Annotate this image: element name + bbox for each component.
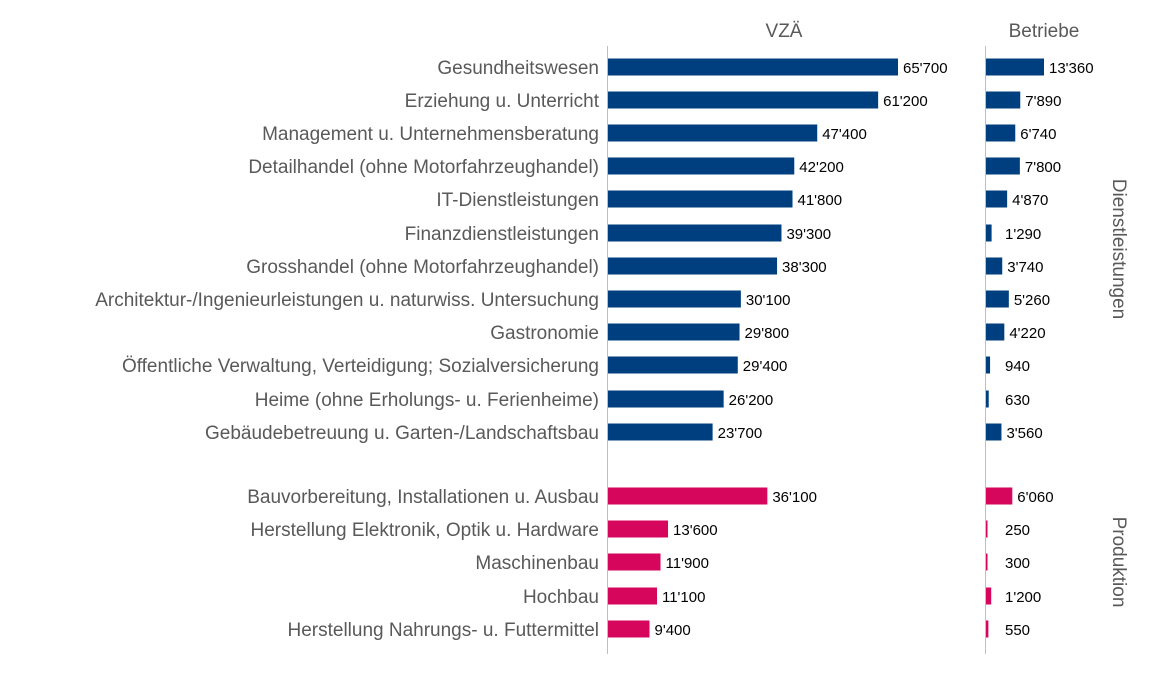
vza-value-label: 42'200: [799, 159, 844, 176]
vza-bar-0-7: [608, 290, 741, 308]
betriebe-value-label: 630: [1005, 392, 1030, 409]
vza-value-label: 13'600: [673, 522, 718, 539]
header-betriebe: Betriebe: [1009, 21, 1080, 42]
betriebe-value-label: 300: [1005, 555, 1030, 572]
vza-value-label: 23'700: [718, 425, 763, 442]
category-label: Architektur-/Ingenieurleistungen u. natu…: [95, 290, 599, 311]
betriebe-bar-0-0: [986, 58, 1044, 76]
vza-value-label: 11'900: [666, 555, 709, 572]
category-label: Öffentliche Verwaltung, Verteidigung; So…: [122, 356, 599, 377]
category-label: Grosshandel (ohne Motorfahrzeughandel): [246, 257, 599, 278]
vza-value-label: 38'300: [782, 259, 827, 276]
betriebe-value-label: 4'870: [1012, 192, 1048, 209]
betriebe-bar-0-8: [986, 323, 1005, 341]
vza-value-label: 26'200: [729, 392, 774, 409]
category-label: Detailhandel (ohne Motorfahrzeughandel): [248, 157, 599, 178]
betriebe-bar-0-2: [986, 124, 1016, 142]
vza-bar-1-2: [608, 553, 661, 571]
betriebe-bar-0-5: [986, 224, 992, 242]
vza-bar-0-11: [608, 423, 713, 441]
category-label: Management u. Unternehmensberatung: [262, 124, 599, 145]
header-vza: VZÄ: [766, 21, 803, 42]
bars-layer: Gesundheitswesen 65'700 13'360 Erziehung u.…: [95, 58, 1093, 641]
betriebe-bar-1-2: [986, 553, 988, 571]
betriebe-bar-0-6: [986, 257, 1003, 275]
group-label-dienstleistungen: Dienstleistungen: [1108, 179, 1129, 319]
betriebe-value-label: 4'220: [1009, 325, 1045, 342]
group-label-produktion: Produktion: [1108, 517, 1129, 608]
vza-value-label: 29'800: [745, 325, 790, 342]
category-label: Gebäudebetreuung u. Garten-/Landschaftsb…: [205, 423, 599, 444]
vza-value-label: 30'100: [746, 292, 791, 309]
betriebe-bar-0-9: [986, 356, 991, 374]
vza-bar-1-1: [608, 520, 669, 538]
category-label: Bauvorbereitung, Installationen u. Ausba…: [247, 487, 599, 508]
vza-bar-1-3: [608, 587, 657, 605]
betriebe-value-label: 13'360: [1049, 60, 1094, 77]
category-label: Maschinenbau: [475, 553, 599, 574]
vza-value-label: 36'100: [772, 489, 817, 506]
betriebe-value-label: 250: [1005, 522, 1030, 539]
betriebe-value-label: 7'890: [1025, 93, 1061, 110]
vza-bar-0-1: [608, 91, 879, 109]
vza-bar-0-6: [608, 257, 778, 275]
category-label: Gesundheitswesen: [437, 58, 599, 79]
vza-value-label: 11'100: [662, 589, 705, 606]
betriebe-value-label: 3'560: [1006, 425, 1042, 442]
vza-value-label: 47'400: [822, 126, 867, 143]
vza-bar-0-2: [608, 124, 818, 142]
category-label: Finanzdienstleistungen: [405, 224, 599, 245]
vza-bar-0-9: [608, 356, 738, 374]
vza-value-label: 9'400: [654, 622, 690, 639]
betriebe-value-label: 5'260: [1014, 292, 1050, 309]
betriebe-bar-0-7: [986, 290, 1009, 308]
betriebe-bar-0-3: [986, 157, 1020, 175]
vza-bar-0-3: [608, 157, 795, 175]
vza-value-label: 61'200: [883, 93, 928, 110]
betriebe-value-label: 1'200: [1005, 589, 1041, 606]
betriebe-bar-1-4: [986, 620, 989, 638]
vza-bar-0-10: [608, 390, 724, 408]
betriebe-value-label: 3'740: [1007, 259, 1043, 276]
category-label: Herstellung Elektronik, Optik u. Hardwar…: [251, 520, 599, 541]
betriebe-bar-0-1: [986, 91, 1021, 109]
category-label: Gastronomie: [490, 323, 599, 344]
category-label: Heime (ohne Erholungs- u. Ferienheime): [255, 390, 599, 411]
vza-bar-0-4: [608, 190, 793, 208]
category-label: Erziehung u. Unterricht: [405, 91, 600, 112]
betriebe-value-label: 6'060: [1017, 489, 1053, 506]
vza-bar-0-5: [608, 224, 782, 242]
betriebe-bar-0-10: [986, 390, 989, 408]
vza-value-label: 65'700: [903, 60, 948, 77]
betriebe-bar-1-3: [986, 587, 992, 605]
betriebe-bar-1-0: [986, 487, 1013, 505]
vza-value-label: 39'300: [786, 226, 831, 243]
category-label: Hochbau: [523, 587, 599, 608]
betriebe-value-label: 6'740: [1020, 126, 1056, 143]
betriebe-bar-1-1: [986, 520, 988, 538]
betriebe-bar-0-11: [986, 423, 1002, 441]
vza-value-label: 41'800: [798, 192, 843, 209]
betriebe-value-label: 940: [1005, 358, 1030, 375]
category-label: Herstellung Nahrungs- u. Futtermittel: [287, 620, 599, 641]
vza-bar-1-0: [608, 487, 768, 505]
category-label: IT-Dienstleistungen: [436, 190, 599, 211]
betriebe-value-label: 7'800: [1025, 159, 1061, 176]
vza-bar-0-0: [608, 58, 898, 76]
betriebe-bar-0-4: [986, 190, 1008, 208]
betriebe-value-label: 1'290: [1005, 226, 1041, 243]
vza-bar-0-8: [608, 323, 740, 341]
betriebe-value-label: 550: [1005, 622, 1030, 639]
vza-value-label: 29'400: [743, 358, 788, 375]
vza-bar-1-4: [608, 620, 650, 638]
